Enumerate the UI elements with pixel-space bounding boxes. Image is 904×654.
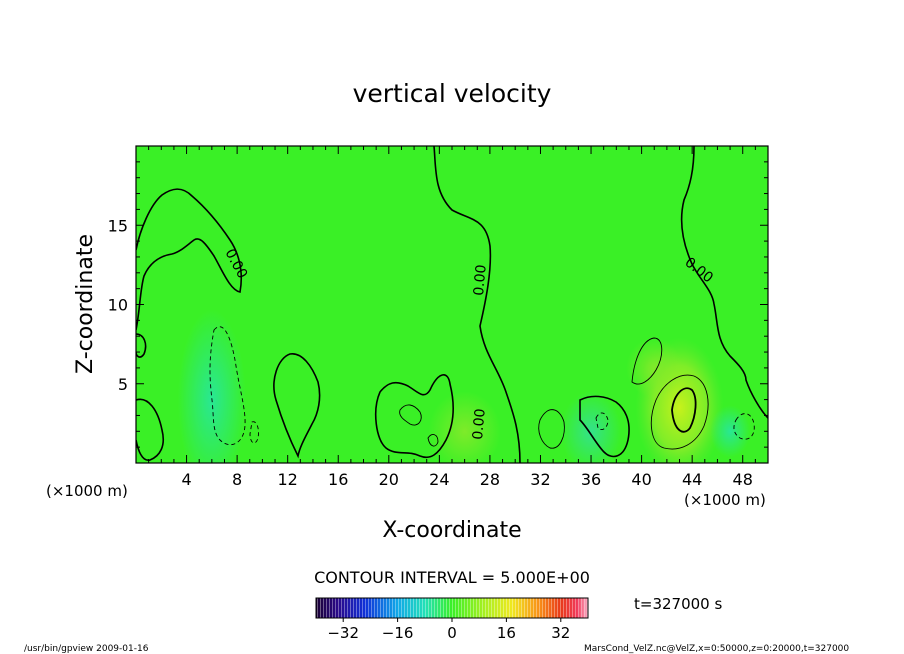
x-tick-label: 36 <box>581 470 601 489</box>
y-tick-label: 10 <box>108 296 128 315</box>
positive-contour-bold <box>671 387 697 433</box>
positive-contours <box>399 337 709 450</box>
chart-title: vertical velocity <box>353 79 552 108</box>
x-tick-label: 20 <box>379 470 399 489</box>
positive-contour <box>399 404 422 426</box>
zero-contour-center <box>433 146 521 463</box>
negative-contours <box>209 326 755 446</box>
x-tick-label: 44 <box>682 470 702 489</box>
x-axis: 4 8 12 16 20 24 28 32 36 40 44 48 <box>148 146 756 489</box>
footer-left: /usr/bin/gpview 2009-01-16 <box>24 644 149 654</box>
y-tick-label: 5 <box>118 375 128 394</box>
x-tick-label: 40 <box>631 470 651 489</box>
x-unit-left: (×1000 m) <box>46 482 128 500</box>
positive-contour <box>538 409 565 449</box>
colorbar-tick-label: 16 <box>497 624 516 642</box>
zero-contour-small <box>136 333 147 358</box>
colorbar: −32 −16 0 16 32 <box>315 597 589 642</box>
x-tick-label: 16 <box>328 470 348 489</box>
zero-contour-small <box>579 395 630 458</box>
footer-right: MarsCond_VelZ.nc@VelZ,x=0:50000,z=0:2000… <box>584 644 849 654</box>
field-feature <box>561 391 622 463</box>
field-feature <box>626 337 683 398</box>
x-tick-label: 32 <box>530 470 550 489</box>
x-tick-label: 4 <box>181 470 191 489</box>
zero-contours <box>136 146 768 463</box>
x-tick-label: 12 <box>278 470 298 489</box>
negative-contour <box>209 326 246 446</box>
field-feature <box>428 391 501 463</box>
positive-contour <box>650 374 709 450</box>
colorbar-tick-label: −32 <box>327 624 359 642</box>
contour-label: 0.00 <box>470 408 489 440</box>
colorbar-tick-label: −16 <box>382 624 414 642</box>
plot-area: 0.00 0.00 0.00 0.00 <box>136 146 768 463</box>
zero-contour-small <box>273 353 321 459</box>
colorbar-tick-label: 32 <box>551 624 570 642</box>
y-axis: 5 10 15 <box>108 161 768 448</box>
negative-contour <box>595 412 609 431</box>
contour-label: 0.00 <box>471 264 490 296</box>
x-tick-label: 24 <box>429 470 449 489</box>
contour-interval: CONTOUR INTERVAL = 5.000E+00 <box>314 568 590 587</box>
x-axis-label: X-coordinate <box>382 518 521 543</box>
zero-contour-small <box>136 398 165 461</box>
x-unit-right: (×1000 m) <box>684 491 766 509</box>
x-tick-label: 8 <box>232 470 242 489</box>
colorbar-ticks: −32 −16 0 16 32 <box>327 618 570 642</box>
y-tick-label: 15 <box>108 216 128 235</box>
zero-contour-left <box>136 188 243 331</box>
x-tick-label: 48 <box>733 470 753 489</box>
field-feature <box>710 405 751 458</box>
positive-contour <box>427 434 439 447</box>
x-tick-label: 28 <box>480 470 500 489</box>
time-label: t=327000 s <box>634 595 722 613</box>
colorbar-tick-label: 0 <box>447 624 457 642</box>
zero-contour-small <box>374 374 455 459</box>
positive-contour <box>631 337 663 385</box>
y-axis-label: Z-coordinate <box>73 234 98 374</box>
colorbar-stripes <box>316 598 588 618</box>
zero-contour-right <box>680 146 768 419</box>
field-feature <box>177 309 246 463</box>
